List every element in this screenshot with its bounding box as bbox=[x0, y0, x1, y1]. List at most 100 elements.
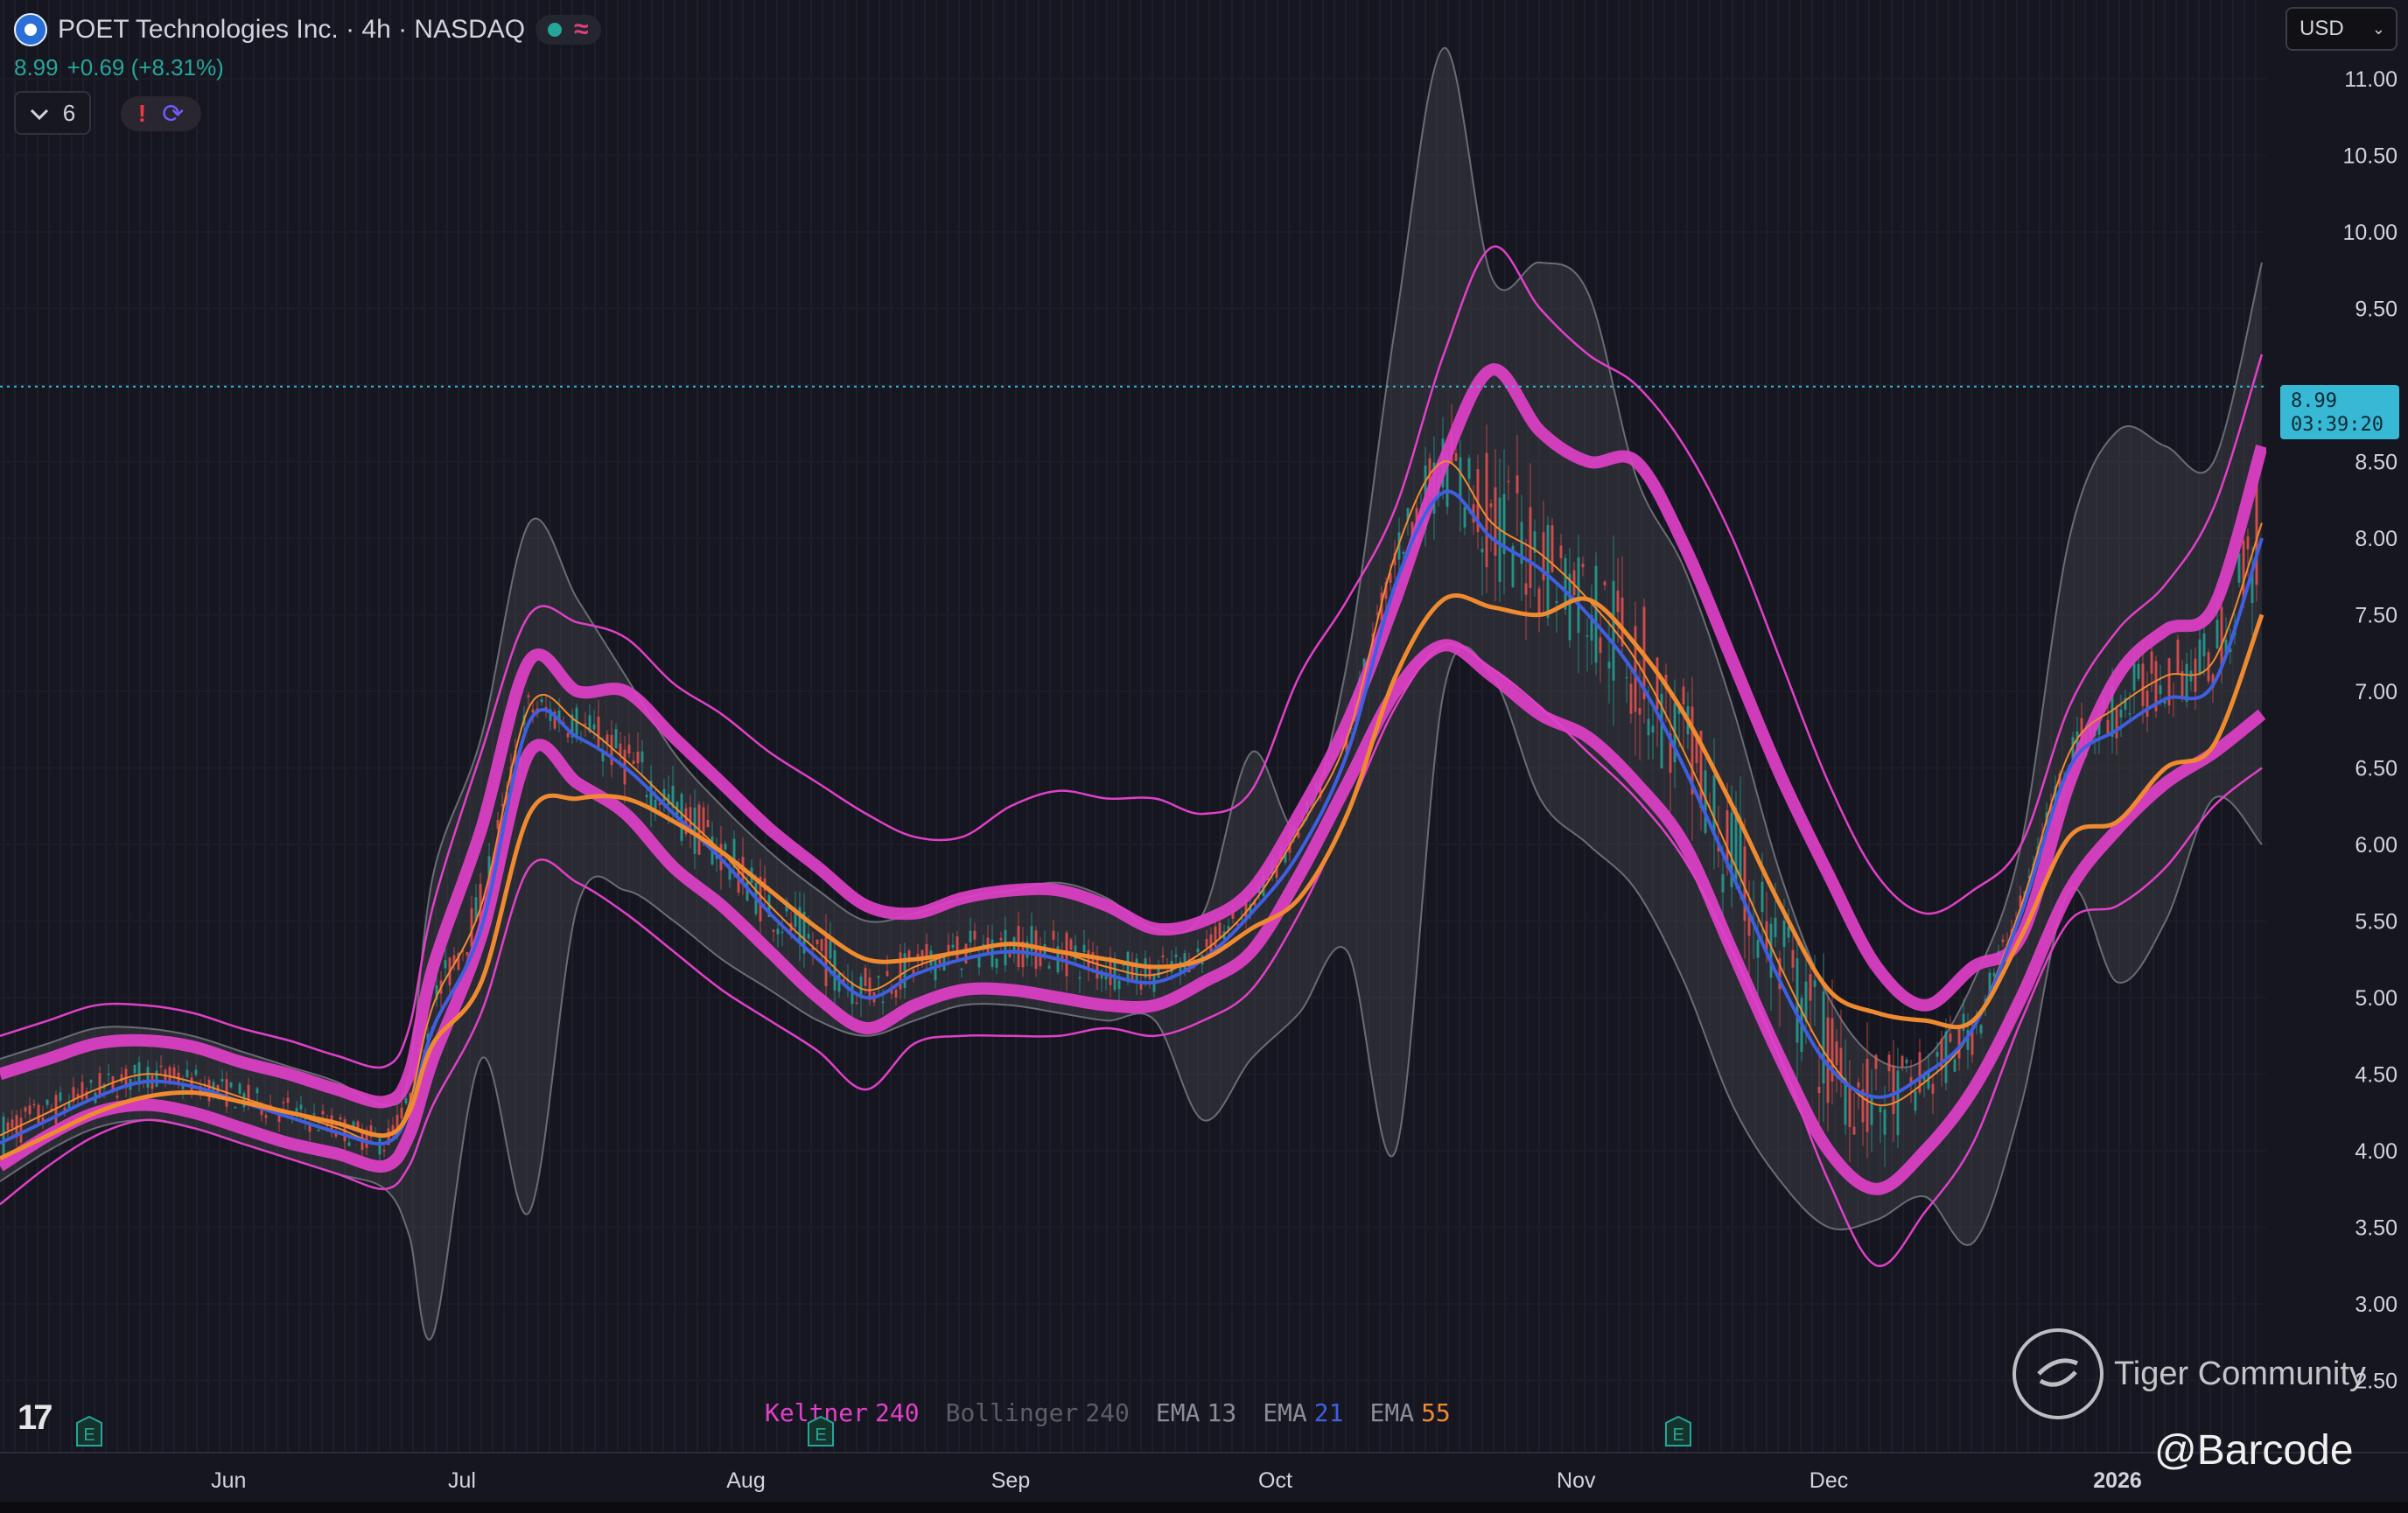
legend-ema13-name[interactable]: EMA bbox=[1155, 1398, 1200, 1427]
candle-body bbox=[1970, 1030, 1974, 1055]
candle-body bbox=[2137, 663, 2140, 679]
candle-body bbox=[842, 979, 845, 983]
candle-body bbox=[496, 820, 500, 830]
candle-body bbox=[1262, 874, 1265, 896]
candle-body bbox=[1402, 551, 1405, 554]
candle-body bbox=[1516, 475, 1519, 494]
tiger-logo-icon bbox=[2012, 1328, 2104, 1419]
candle-body bbox=[277, 1111, 281, 1123]
earnings-marker[interactable]: E bbox=[807, 1415, 835, 1447]
indicator-lines bbox=[0, 363, 2268, 1195]
candle-body bbox=[877, 976, 880, 978]
candle-body bbox=[2176, 639, 2180, 674]
price-summary: 8.99 +0.69 (+8.31%) bbox=[14, 54, 224, 81]
candle-body bbox=[706, 819, 710, 828]
candle-body bbox=[1905, 1059, 1908, 1064]
candle-body bbox=[1599, 637, 1602, 654]
candle-body bbox=[212, 1082, 215, 1097]
candle-body bbox=[2001, 939, 2005, 942]
candle-body bbox=[1909, 1076, 1913, 1083]
ema55-line bbox=[0, 592, 2264, 1161]
candle-body bbox=[2242, 540, 2245, 601]
candle-body bbox=[2141, 663, 2145, 706]
candle-body bbox=[1096, 959, 1099, 979]
earnings-marker[interactable]: E bbox=[1664, 1415, 1692, 1447]
candle-body bbox=[356, 1121, 360, 1129]
candle-body bbox=[802, 911, 806, 954]
candle-body bbox=[1008, 951, 1012, 957]
time-axis[interactable]: Jun Jul Aug Sep Oct Nov Dec 2026 bbox=[211, 1468, 2142, 1493]
candle-body bbox=[1822, 991, 1825, 1084]
legend-ema55-name[interactable]: EMA bbox=[1369, 1398, 1415, 1427]
symbol-logo-icon[interactable] bbox=[14, 13, 47, 46]
candle-body bbox=[1126, 951, 1130, 983]
candle-body bbox=[1297, 832, 1300, 837]
price-axis-label: 7.00 bbox=[2355, 680, 2398, 704]
candle-body bbox=[1887, 1054, 1891, 1072]
candle-body bbox=[181, 1085, 185, 1089]
candle-body bbox=[1498, 497, 1502, 582]
sync-icon[interactable]: ⟳ bbox=[162, 99, 185, 129]
candle-body bbox=[1760, 881, 1764, 913]
legend-ema55-value: 55 bbox=[1421, 1398, 1451, 1427]
candle-body bbox=[264, 1115, 268, 1118]
candle-body bbox=[2019, 895, 2022, 907]
candle-body bbox=[50, 1108, 53, 1110]
candle-body bbox=[479, 883, 482, 922]
candle-body bbox=[1699, 730, 1703, 808]
candle-body bbox=[903, 953, 906, 989]
candle-body bbox=[614, 729, 618, 749]
candle-body bbox=[938, 959, 942, 964]
candle-body bbox=[1109, 956, 1112, 985]
candle-body bbox=[107, 1073, 110, 1075]
currency-select[interactable]: USD ⌄ bbox=[2286, 7, 2398, 51]
time-axis-label: Nov bbox=[1557, 1468, 1596, 1493]
candle-body bbox=[286, 1097, 290, 1103]
candle-body bbox=[63, 1107, 66, 1112]
candle-body bbox=[1389, 572, 1392, 583]
price-axis[interactable]: 11.00 10.50 10.00 9.50 8.50 8.00 7.50 7.00 6.50 6… bbox=[2342, 67, 2398, 1394]
candle-body bbox=[80, 1082, 84, 1100]
candle-body bbox=[549, 709, 552, 721]
candle-body bbox=[2216, 620, 2219, 649]
warning-icon[interactable]: ! bbox=[137, 100, 147, 127]
earnings-marker[interactable]: E bbox=[75, 1415, 103, 1447]
candle-body bbox=[352, 1121, 355, 1128]
candle-body bbox=[1244, 900, 1248, 921]
legend-ema21-name[interactable]: EMA bbox=[1263, 1398, 1307, 1427]
tradingview-logo[interactable]: 17 bbox=[18, 1398, 52, 1437]
last-price-tag: 8.99 03:39:20 bbox=[2280, 385, 2399, 439]
candle-body bbox=[1550, 525, 1554, 572]
candle-body bbox=[1918, 1052, 1922, 1093]
candle-body bbox=[1122, 963, 1125, 966]
data-delay-icon: ≈ bbox=[574, 15, 589, 44]
legend-bollinger-name[interactable]: Bollinger bbox=[945, 1398, 1079, 1427]
candle-body bbox=[1537, 588, 1541, 615]
candle-body bbox=[155, 1070, 158, 1088]
candle-body bbox=[1966, 1030, 1970, 1050]
candle-body bbox=[1861, 1089, 1865, 1123]
candle-body bbox=[1870, 1096, 1873, 1125]
candle-body bbox=[632, 760, 635, 765]
alerts-pill[interactable]: ! ⟳ bbox=[121, 96, 201, 131]
candle-body bbox=[1879, 1106, 1882, 1113]
candle-body bbox=[820, 939, 823, 951]
legend-keltner-value: 240 bbox=[875, 1398, 920, 1427]
candle-body bbox=[1690, 706, 1694, 795]
candle-body bbox=[732, 838, 736, 868]
candle-body bbox=[575, 707, 578, 739]
candle-body bbox=[1756, 940, 1760, 958]
price-axis-label: 3.50 bbox=[2355, 1216, 2398, 1241]
symbol-title[interactable]: POET Technologies Inc. · 4h · NASDAQ bbox=[58, 15, 526, 44]
candle-body bbox=[1428, 458, 1432, 496]
indicators-toggle-button[interactable]: 6 bbox=[14, 91, 91, 135]
candle-body bbox=[1817, 1087, 1821, 1094]
bottom-panel-edge bbox=[0, 1502, 2408, 1513]
candle-body bbox=[194, 1069, 198, 1075]
candle-body bbox=[85, 1091, 88, 1099]
market-status-pill[interactable]: ≈ bbox=[536, 15, 601, 45]
candle-body bbox=[1625, 676, 1628, 679]
candle-body bbox=[649, 781, 653, 810]
candle-body bbox=[172, 1067, 176, 1077]
